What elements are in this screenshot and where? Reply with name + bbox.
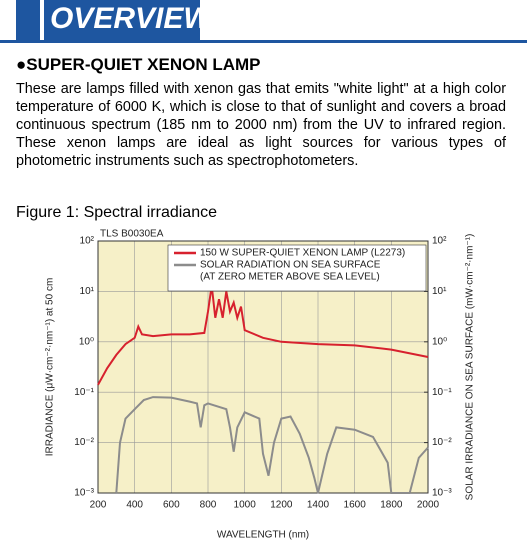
x-tick-label: 1600 bbox=[344, 500, 367, 511]
figure-caption: Figure 1: Spectral irradiance bbox=[16, 204, 217, 221]
y2-tick-label: 10⁻³ bbox=[432, 488, 452, 499]
series-line bbox=[97, 285, 429, 386]
y-tick-label: 10¹ bbox=[80, 286, 95, 297]
chart: 200 400 600 800 1000 1200 1400 1600 1800 2000 10² 1… bbox=[45, 229, 476, 541]
y2-tick-label: 10⁰ bbox=[432, 336, 447, 347]
x-tick-label: 200 bbox=[90, 500, 107, 511]
header-title: OVERVIEW bbox=[44, 0, 212, 40]
legend-note: (AT ZERO METER ABOVE SEA LEVEL) bbox=[200, 272, 380, 283]
x-axis-label: WAVELENGTH (nm) bbox=[217, 530, 309, 541]
legend-label: 150 W SUPER-QUIET XENON LAMP (L2273) bbox=[200, 248, 405, 259]
series-line bbox=[115, 396, 429, 494]
legend-box bbox=[167, 244, 427, 292]
y-tick-label: 10⁻³ bbox=[74, 488, 94, 499]
header: OVERVIEW bbox=[0, 0, 527, 43]
x-tick-label: 800 bbox=[200, 500, 217, 511]
x-tick-label: 1200 bbox=[270, 500, 293, 511]
plot-frame bbox=[97, 240, 429, 494]
x-tick-label: 1000 bbox=[234, 500, 257, 511]
legend-label: SOLAR RADIATION ON SEA SURFACE bbox=[200, 260, 381, 271]
y2-tick-label: 10¹ bbox=[432, 286, 447, 297]
y2-tick-label: 10⁻² bbox=[432, 437, 452, 448]
y-tick-label: 10⁰ bbox=[79, 336, 94, 347]
y-axis-label: IRRADIANCE (μW·cm⁻²·nm⁻¹) at 50 cm bbox=[45, 278, 56, 457]
paragraph: These are lamps filled with xenon gas th… bbox=[16, 81, 506, 169]
x-tick-label: 1400 bbox=[307, 500, 330, 511]
x-tick-label: 2000 bbox=[417, 500, 440, 511]
x-tick-label: 400 bbox=[126, 500, 143, 511]
y2-tick-label: 10⁻¹ bbox=[432, 387, 452, 398]
y-tick-label: 10² bbox=[80, 236, 95, 247]
x-tick-label: 1800 bbox=[380, 500, 403, 511]
y2-axis-label: SOLAR IRRADIANCE ON SEA SURFACE (mW·cm⁻²… bbox=[465, 234, 476, 501]
section-heading: ●SUPER-QUIET XENON LAMP bbox=[16, 55, 261, 74]
header-bar bbox=[16, 0, 40, 40]
chart-code: TLS B0030EA bbox=[100, 229, 164, 240]
y-tick-label: 10⁻¹ bbox=[74, 387, 94, 398]
y2-tick-label: 10² bbox=[432, 236, 447, 247]
x-tick-label: 600 bbox=[163, 500, 180, 511]
y-tick-label: 10⁻² bbox=[74, 437, 94, 448]
